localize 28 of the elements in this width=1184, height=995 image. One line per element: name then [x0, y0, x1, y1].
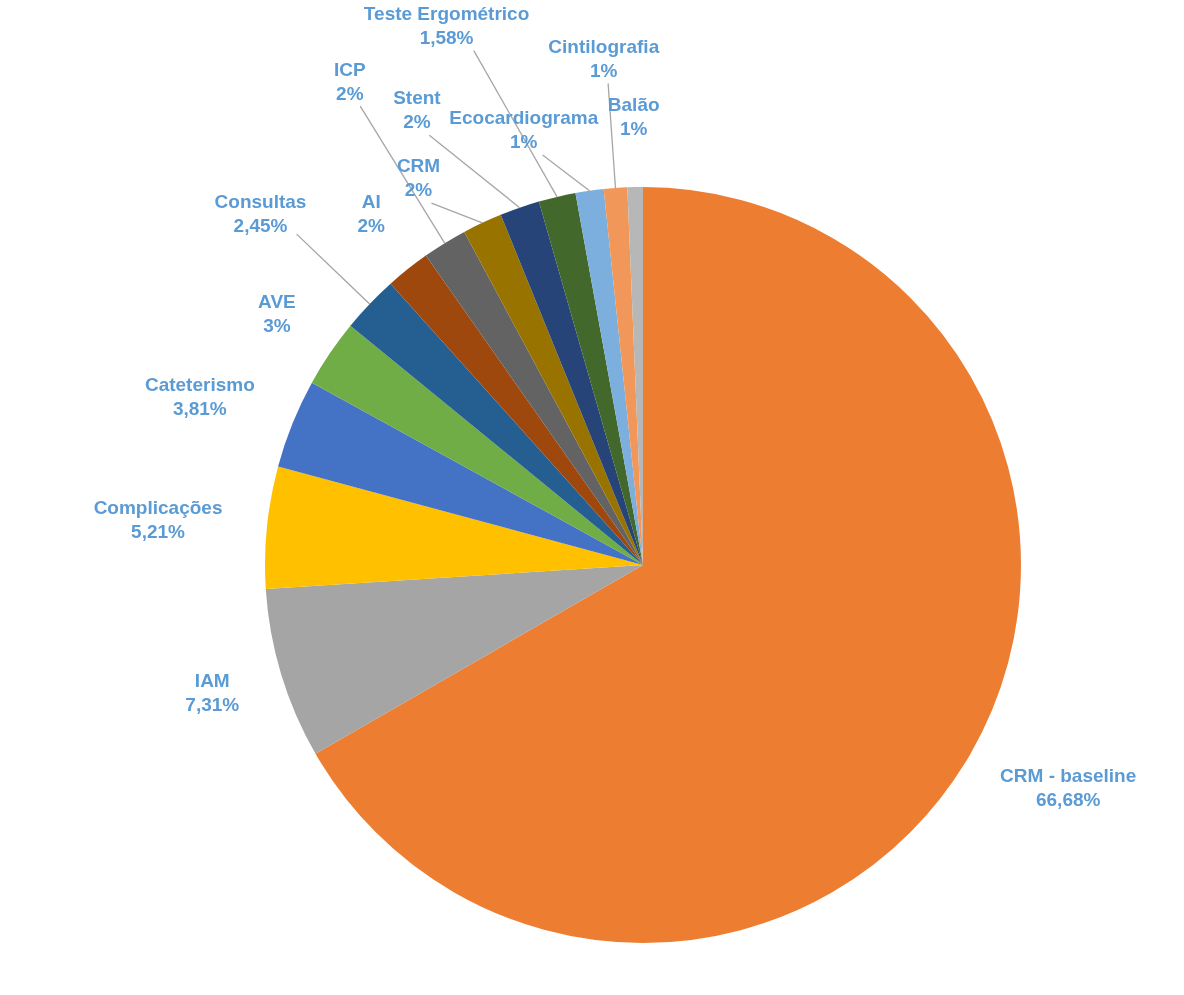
data-label: 66,68% [1035, 788, 1101, 810]
slice-label: Cateterismo [144, 373, 255, 395]
slice-label: ICP [333, 58, 366, 80]
slice-label: IAM [194, 670, 230, 692]
data-label: 1% [590, 59, 618, 81]
slice-label: AVE [258, 290, 296, 312]
slice-label: Complicações [93, 496, 223, 518]
data-label: 7,31% [185, 694, 240, 716]
slice-label: Stent [393, 87, 442, 109]
slice-label: CRM - baseline [1000, 764, 1137, 786]
data-label: 3% [263, 314, 291, 336]
slice-label: Teste Ergométrico [363, 2, 530, 24]
slice-label: Cintilografia [548, 35, 660, 57]
data-label: 2% [403, 111, 431, 133]
data-label: 1% [619, 118, 648, 140]
slice-label: Balão [607, 94, 660, 116]
data-label: 2% [357, 215, 386, 237]
data-label: 2,45% [233, 215, 288, 237]
data-label: 2% [404, 179, 433, 201]
data-label: 3,81% [172, 397, 227, 419]
data-label: 1% [510, 131, 538, 153]
data-label: 2% [336, 82, 364, 104]
slice-label: Ecocardiograma [449, 107, 599, 129]
data-label: 1,58% [419, 26, 474, 48]
slice-label: Consultas [214, 191, 307, 213]
data-label: 5,21% [131, 520, 186, 542]
slice-label: CRM [396, 155, 441, 177]
slice-label: AI [361, 191, 381, 213]
